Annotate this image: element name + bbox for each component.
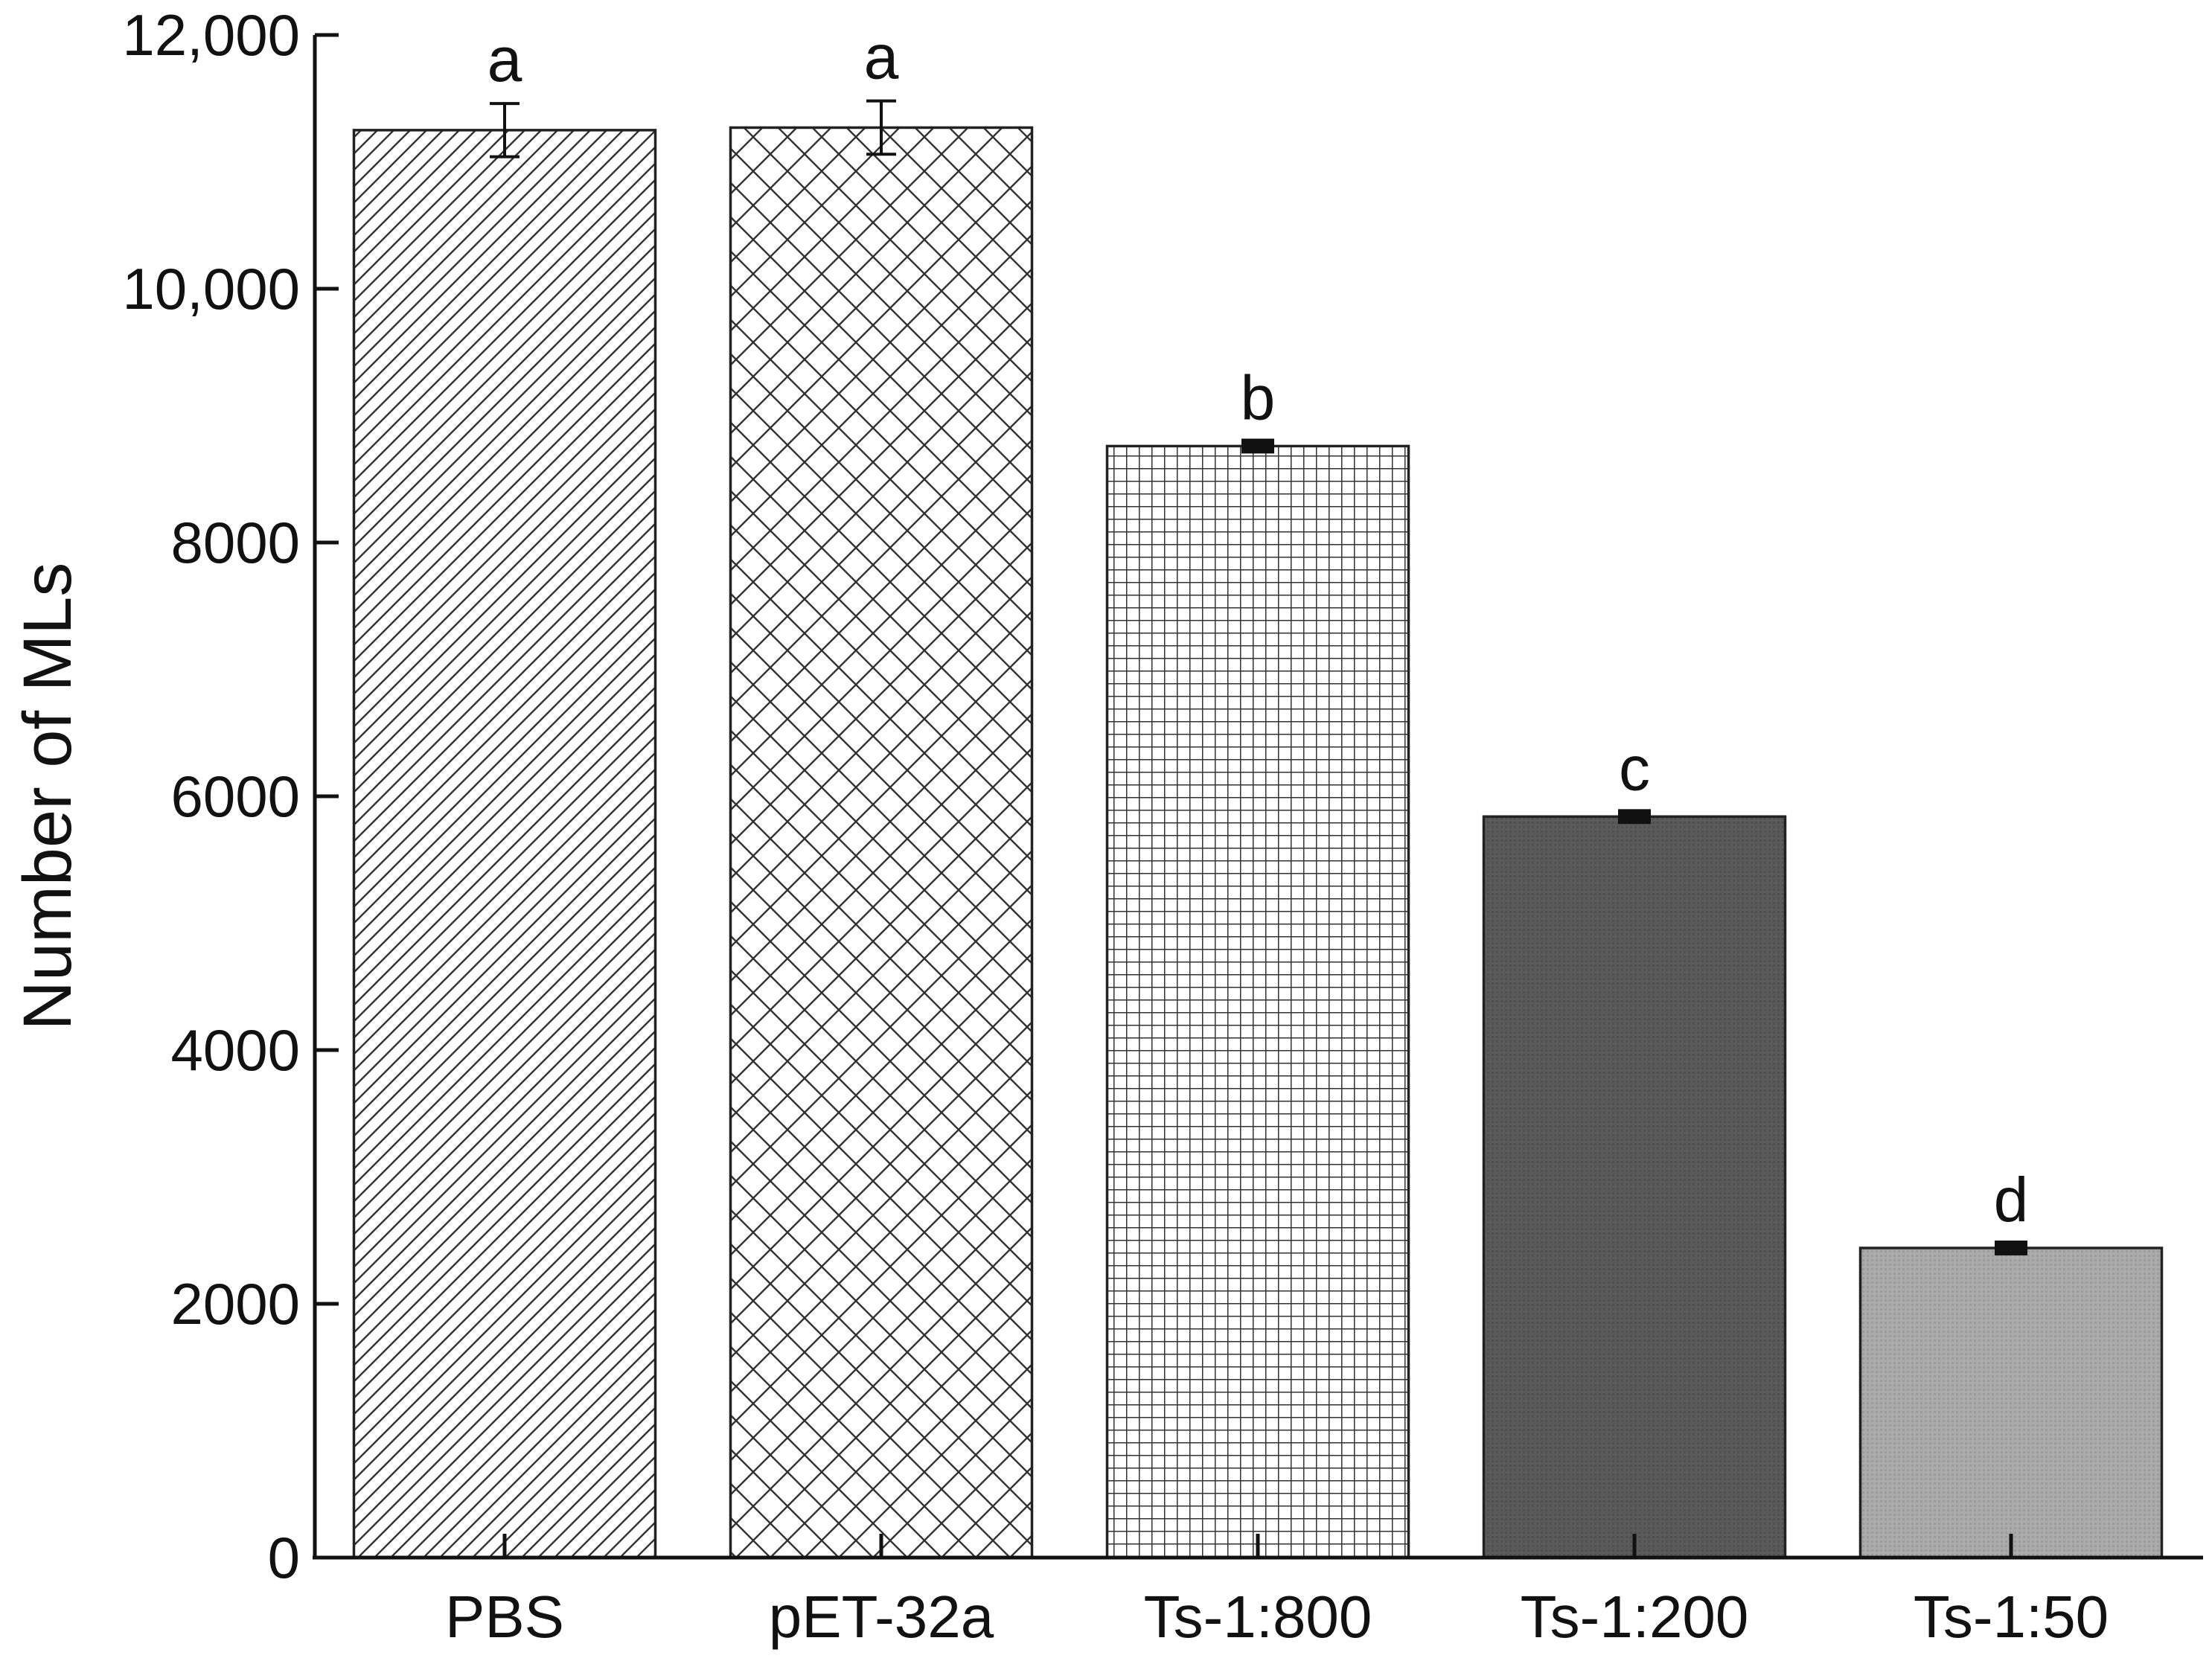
y-ticks: 0 2000 4000 6000 8000 10,000 12,000: [122, 2, 339, 1590]
bar-ts-1-200: [1482, 815, 1787, 1559]
x-tick-label: Ts-1:50: [1914, 1584, 2109, 1650]
bar-pet-32a: [729, 126, 1034, 1559]
significance-label: c: [1619, 733, 1650, 803]
x-tick-label: Ts-1:200: [1521, 1584, 1749, 1650]
significance-label: a: [864, 22, 899, 92]
bar-ts-1-50: [1858, 1247, 2164, 1559]
error-bar: [866, 99, 896, 156]
x-tick-label: Ts-1:800: [1144, 1584, 1372, 1650]
bars-layer: [352, 126, 2164, 1559]
error-bar: [490, 102, 520, 159]
significance-label: a: [488, 25, 522, 95]
bar-pbs: [352, 129, 657, 1559]
y-axis-title: Number of MLs: [10, 563, 86, 1031]
y-tick-label: 4000: [170, 1017, 300, 1083]
bar-ts-1-800: [1105, 444, 1410, 1559]
error-bars-layer: [490, 99, 2027, 1255]
x-tick-label: PBS: [445, 1584, 564, 1650]
y-tick-label: 2000: [170, 1271, 300, 1337]
y-tick-label: 10,000: [122, 256, 300, 321]
error-bar: [1241, 438, 1274, 454]
y-tick-label: 0: [268, 1525, 300, 1590]
y-tick-label: 8000: [170, 510, 300, 575]
significance-labels-layer: a a b c d: [488, 22, 2029, 1235]
x-tick-label: pET-32a: [769, 1584, 994, 1650]
y-tick-label: 6000: [170, 764, 300, 829]
x-tick-labels: PBS pET-32a Ts-1:800 Ts-1:200 Ts-1:50: [445, 1584, 2109, 1650]
significance-label: b: [1241, 362, 1276, 432]
error-bar: [1618, 809, 1651, 825]
y-tick-label: 12,000: [122, 2, 300, 68]
significance-label: d: [1994, 1165, 2029, 1235]
error-bar: [1995, 1241, 2027, 1255]
